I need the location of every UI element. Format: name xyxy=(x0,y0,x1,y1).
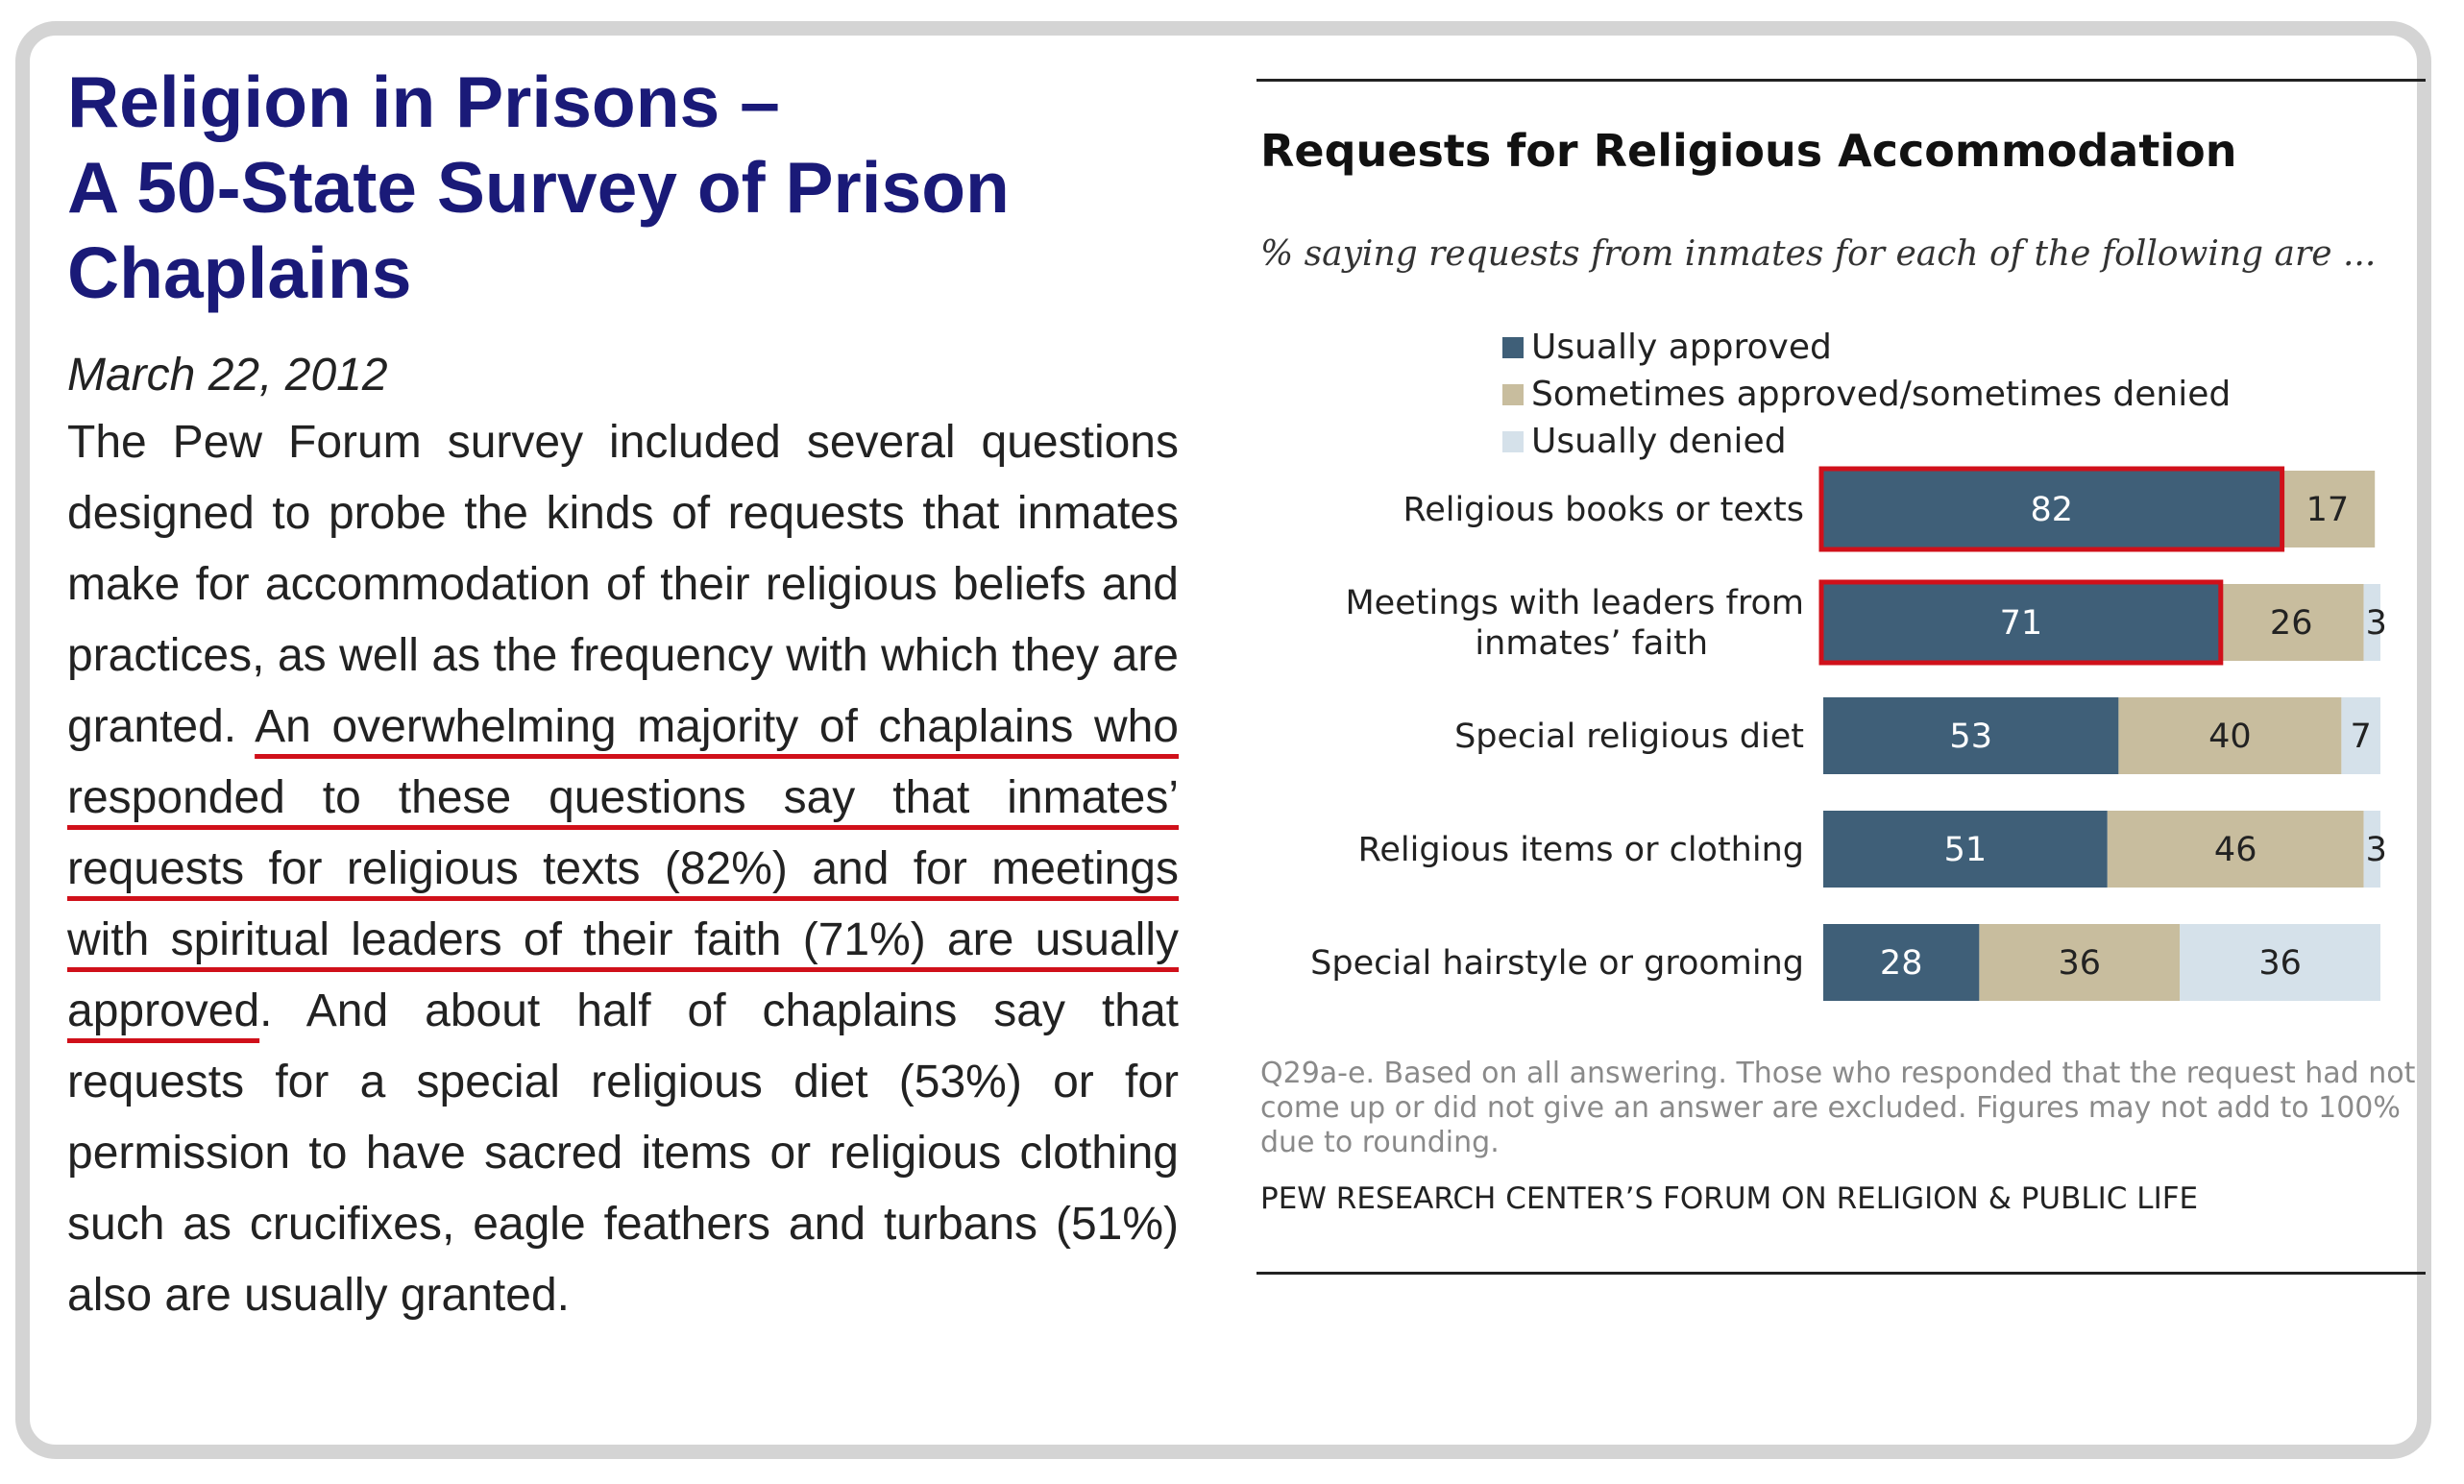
data-label-denied: 3 xyxy=(2366,831,2387,869)
category-label: Special hairstyle or grooming xyxy=(1310,944,1804,983)
data-label-denied: 36 xyxy=(2258,944,2302,983)
body-text-highlight: An overwhelming majority of chaplains wh… xyxy=(67,701,1179,1036)
chart-source: PEW RESEARCH CENTER’S FORUM ON RELIGION … xyxy=(1260,1181,2199,1216)
chart-top-rule xyxy=(1256,79,2426,82)
data-label-approved: 51 xyxy=(1944,831,1988,869)
bar-approved xyxy=(1823,811,2108,888)
category-label: Religious books or texts xyxy=(1403,491,1804,529)
bar-denied xyxy=(2363,584,2380,661)
bar-approved xyxy=(1823,697,2119,774)
data-label-sometimes: 26 xyxy=(2270,604,2313,643)
chart-panel: Requests for Religious Accommodation % s… xyxy=(1256,79,2426,1277)
highlight-box xyxy=(1818,579,2224,666)
data-label-sometimes: 46 xyxy=(2214,831,2257,869)
body-text-intro: The Pew Forum survey included several qu… xyxy=(67,417,1179,752)
article-body: The Pew Forum survey included several qu… xyxy=(67,407,1179,1331)
legend-label-denied: Usually denied xyxy=(1531,422,1787,461)
bar-sometimes xyxy=(2118,697,2342,774)
data-label-sometimes: 36 xyxy=(2059,944,2102,983)
legend-item-sometimes: Sometimes approved/sometimes denied xyxy=(1502,371,2231,418)
data-label-approved: 53 xyxy=(1949,718,1992,756)
legend-swatch-denied xyxy=(1502,430,1524,452)
article-title: Religion in Prisons – A 50-State Survey … xyxy=(67,60,1179,316)
data-label-approved: 28 xyxy=(1880,944,1923,983)
chart-title: Requests for Religious Accommodation xyxy=(1260,125,2237,177)
bar-sometimes xyxy=(2218,584,2364,661)
stacked-bar-chart: Religious books or texts 82 17 Meetings wit… xyxy=(1310,466,2387,1001)
title-line-3: Chaplains xyxy=(67,232,412,313)
legend-label-approved: Usually approved xyxy=(1531,328,1832,367)
bar-approved xyxy=(1823,471,2281,547)
category-label: Religious items or clothing xyxy=(1358,831,1804,869)
bar-approved xyxy=(1823,924,1980,1001)
title-line-2: A 50-State Survey of Prison xyxy=(67,147,1010,228)
chart-subtitle: % saying requests from inmates for each … xyxy=(1260,234,2377,274)
data-label-sometimes: 17 xyxy=(2306,491,2350,529)
article-panel: Religion in Prisons – A 50-State Survey … xyxy=(67,60,1179,1331)
legend-swatch-approved xyxy=(1502,336,1524,358)
bar-denied xyxy=(2180,924,2380,1001)
data-label-approved: 71 xyxy=(2000,604,2043,643)
chart-legend: Usually approved Sometimes approved/some… xyxy=(1502,324,2231,465)
bar-sometimes xyxy=(2107,811,2364,888)
title-line-1: Religion in Prisons – xyxy=(67,61,780,142)
chart-note: Q29a-e. Based on all answering. Those wh… xyxy=(1260,1057,2416,1159)
bar-denied xyxy=(2363,811,2380,888)
chart-bottom-rule xyxy=(1256,1272,2426,1275)
article-date: March 22, 2012 xyxy=(67,350,388,401)
highlight-box xyxy=(1818,466,2285,552)
data-label-approved: 82 xyxy=(2031,491,2074,529)
data-label-denied: 3 xyxy=(2366,604,2387,643)
bar-sometimes xyxy=(1979,924,2181,1001)
category-label: Meetings with leaders from inmates’ faith xyxy=(1345,584,1804,663)
bar-denied xyxy=(2341,697,2380,774)
legend-item-denied: Usually denied xyxy=(1502,418,2231,465)
legend-swatch-sometimes xyxy=(1502,383,1524,405)
data-label-denied: 7 xyxy=(2351,718,2372,756)
category-label: Special religious diet xyxy=(1454,718,1804,756)
body-text-rest: . And about half of chaplains say that r… xyxy=(67,985,1179,1321)
legend-item-approved: Usually approved xyxy=(1502,324,2231,371)
bar-approved xyxy=(1823,584,2219,661)
bar-sometimes xyxy=(2280,471,2376,547)
data-label-sometimes: 40 xyxy=(2208,718,2252,756)
legend-label-sometimes: Sometimes approved/sometimes denied xyxy=(1531,375,2232,414)
